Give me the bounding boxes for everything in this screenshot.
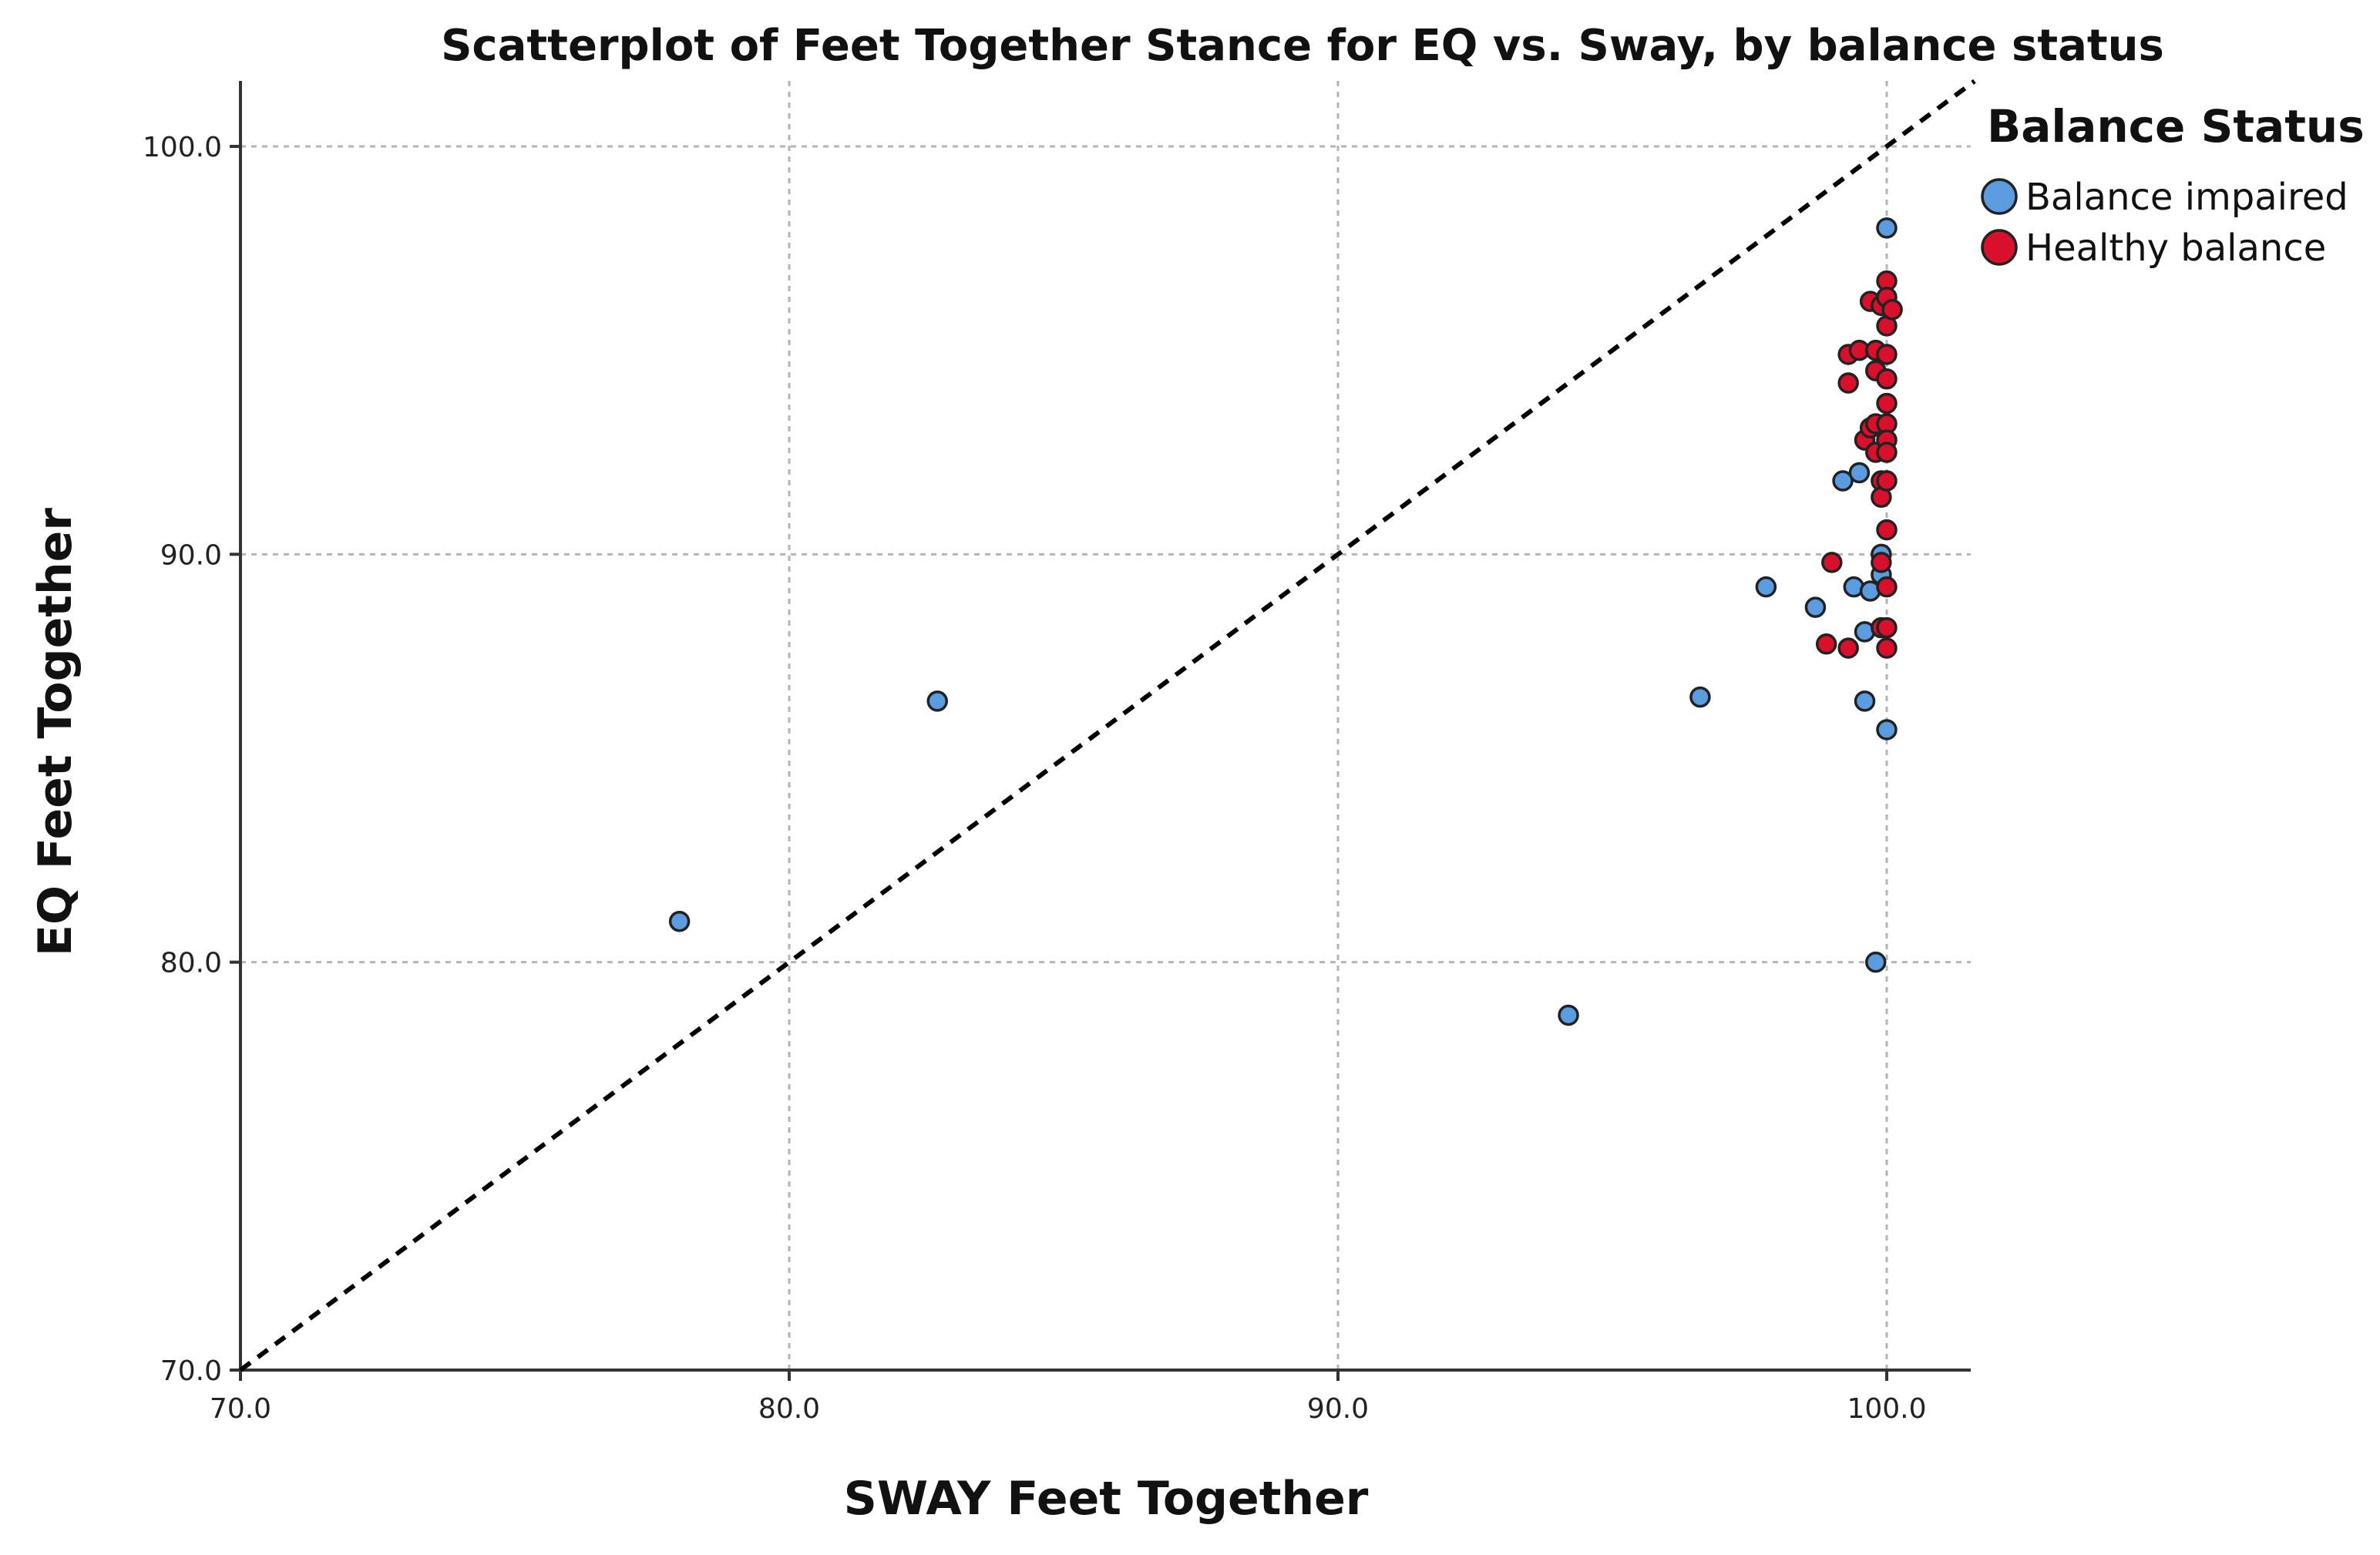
series-healthy-balance [1815, 270, 1903, 659]
x-axis-label: SWAY Feet Together [844, 1472, 1369, 1526]
y-tick-label: 80.0 [160, 948, 222, 979]
y-tick-label: 100.0 [143, 132, 222, 163]
data-point [1815, 633, 1837, 655]
y-axis-label: EQ Feet Together [29, 508, 82, 956]
legend: Balance Status Balance impaired Healthy b… [1981, 100, 2365, 270]
data-point [1881, 298, 1903, 321]
data-point [1832, 470, 1854, 492]
data-point [1876, 442, 1898, 463]
data-point [1876, 344, 1898, 365]
data-point [1876, 576, 1898, 598]
data-point [1804, 596, 1827, 618]
legend-title: Balance Status [1987, 100, 2365, 153]
legend-marker [1981, 178, 2018, 215]
data-point [1837, 637, 1859, 659]
data-point [1865, 951, 1887, 973]
data-point [1876, 616, 1898, 639]
data-point [1876, 637, 1898, 659]
data-point [1876, 368, 1898, 390]
legend-label: Balance impaired [2025, 176, 2348, 219]
data-point [926, 690, 948, 712]
y-tick-label: 70.0 [160, 1355, 222, 1387]
data-point [1876, 392, 1898, 415]
data-point [1821, 552, 1843, 573]
data-point [668, 910, 691, 932]
series-balance-impaired [668, 217, 1898, 1026]
axes-layer [230, 81, 1971, 1381]
data-point [1848, 462, 1871, 484]
data-point [1837, 372, 1859, 394]
x-tick-label: 80.0 [758, 1393, 820, 1425]
data-point [1689, 686, 1711, 708]
chart-title: Scatterplot of Feet Together Stance for … [441, 21, 2164, 71]
x-tick-label: 100.0 [1847, 1393, 1926, 1425]
legend-items: Balance impaired Healthy balance [1981, 176, 2348, 270]
x-tick-label: 90.0 [1307, 1393, 1369, 1425]
legend-marker [1981, 229, 2018, 266]
data-point [1558, 1004, 1579, 1026]
grid-layer [240, 81, 1971, 1370]
data-point [1871, 552, 1892, 573]
data-point [1755, 576, 1777, 598]
legend-label: Healthy balance [2025, 227, 2326, 270]
data-point [1876, 217, 1898, 239]
reference-line-layer [239, 79, 1976, 1372]
x-tick-label: 70.0 [210, 1393, 271, 1425]
y-tick-label: 90.0 [160, 539, 222, 571]
data-point [1876, 470, 1898, 492]
tick-labels-layer: 70.0 80.0 90.0 100.0 70.0 80.0 90.0 100.0 [143, 132, 1927, 1425]
data-point [1876, 719, 1898, 741]
identity-reference-line [239, 79, 1976, 1372]
points-layer [668, 217, 1903, 1026]
data-point [1876, 519, 1898, 541]
data-point [1854, 690, 1876, 712]
